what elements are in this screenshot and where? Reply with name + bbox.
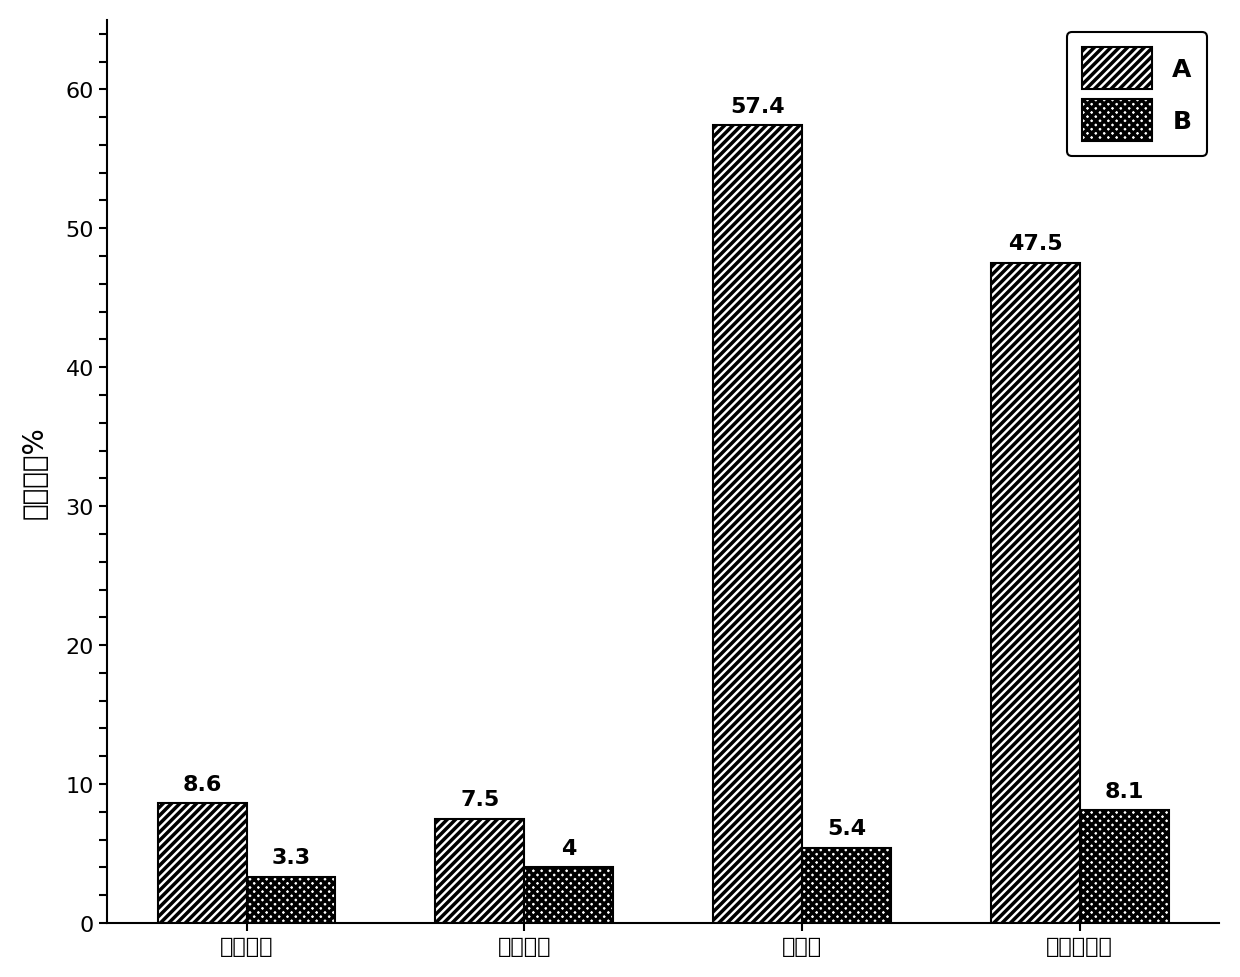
Bar — [991, 264, 1080, 923]
Bar — [1080, 811, 1168, 923]
Bar — [525, 868, 614, 923]
Text: 4: 4 — [560, 838, 577, 858]
Bar — [247, 877, 336, 923]
Text: 47.5: 47.5 — [1008, 234, 1063, 254]
Bar — [435, 819, 525, 923]
Text: 57.4: 57.4 — [730, 97, 785, 116]
Legend: A, B: A, B — [1068, 33, 1207, 157]
Text: 8.6: 8.6 — [182, 774, 222, 794]
Text: 3.3: 3.3 — [272, 847, 310, 868]
Bar — [802, 848, 890, 923]
Y-axis label: 各向异性%: 各向异性% — [21, 426, 48, 518]
Bar — [713, 126, 802, 923]
Text: 7.5: 7.5 — [460, 789, 500, 809]
Text: 5.4: 5.4 — [827, 819, 866, 838]
Bar — [157, 804, 247, 923]
Text: 8.1: 8.1 — [1105, 781, 1143, 801]
